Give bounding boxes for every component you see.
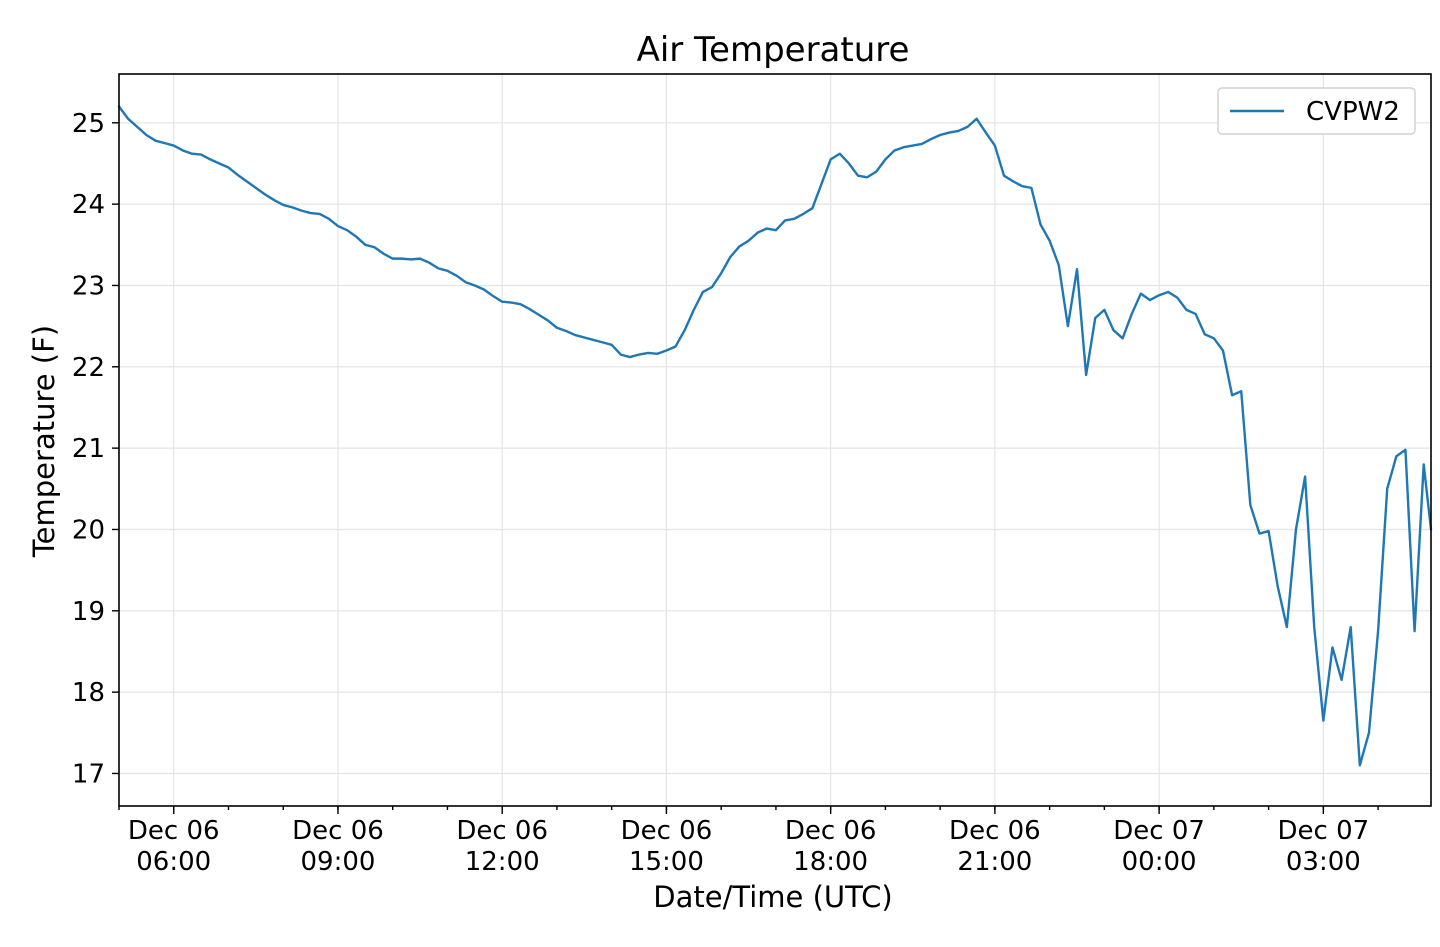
grid-lines	[119, 74, 1431, 806]
x-tick-label-time: 09:00	[301, 847, 376, 877]
y-axis-label: Temperature (F)	[27, 325, 61, 558]
chart-title: Air Temperature	[637, 30, 910, 70]
y-tick-label: 23	[72, 271, 105, 301]
x-tick-label-date: Dec 06	[785, 816, 877, 846]
series-line-cvpw2	[117, 105, 1433, 767]
axes-frame	[118, 73, 1432, 807]
y-tick-label: 18	[72, 678, 105, 708]
y-tick-label: 20	[72, 515, 105, 545]
x-tick-label-time: 03:00	[1286, 847, 1361, 877]
x-axis-label: Date/Time (UTC)	[653, 880, 892, 914]
legend-box	[1217, 87, 1416, 135]
x-tick-label-date: Dec 06	[949, 816, 1041, 846]
x-tick-label-time: 18:00	[793, 847, 868, 877]
x-tick-label-date: Dec 07	[1113, 816, 1205, 846]
legend-label-cvpw2: CVPW2	[1306, 97, 1400, 127]
x-tick-label-date: Dec 07	[1278, 816, 1370, 846]
x-tick-label-date: Dec 06	[292, 816, 384, 846]
x-tick-label-time: 21:00	[957, 847, 1032, 877]
legend: CVPW2	[1217, 87, 1416, 135]
x-tick-label-date: Dec 06	[621, 816, 713, 846]
x-tick-label-time: 00:00	[1122, 847, 1197, 877]
y-tick-label: 17	[72, 759, 105, 789]
x-tick-label-date: Dec 06	[128, 816, 220, 846]
y-tick-label: 19	[72, 597, 105, 627]
x-tick-label-time: 12:00	[465, 847, 540, 877]
y-tick-label: 22	[72, 353, 105, 383]
series-layer	[117, 105, 1433, 767]
y-tick-label: 24	[72, 190, 105, 220]
y-tick-label: 21	[72, 434, 105, 464]
y-tick-label: 25	[72, 109, 105, 139]
x-tick-label-date: Dec 06	[456, 816, 548, 846]
x-tick-label-time: 15:00	[629, 847, 704, 877]
x-tick-label-time: 06:00	[136, 847, 211, 877]
